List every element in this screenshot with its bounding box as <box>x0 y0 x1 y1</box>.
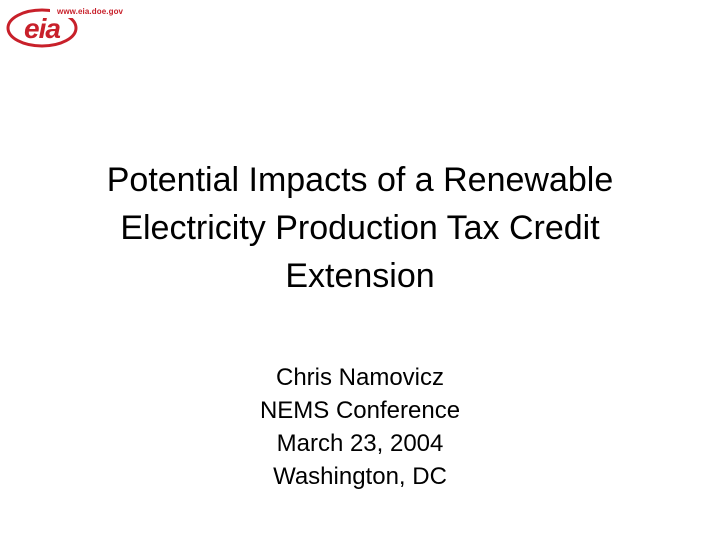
title-line-3: Extension <box>285 257 435 295</box>
slide-title: Potential Impacts of a Renewable Electri… <box>30 156 690 300</box>
eia-wordmark: eia <box>24 13 60 44</box>
logo-url: www.eia.doe.gov <box>57 7 124 16</box>
slide-subtitle: Chris Namovicz NEMS Conference March 23,… <box>160 361 560 493</box>
title-line-2: Electricity Production Tax Credit <box>120 209 600 247</box>
eia-logo: eia www.eia.doe.gov <box>6 4 123 50</box>
eia-logo-icon: eia <box>6 6 86 48</box>
presenter-name: Chris Namovicz <box>275 364 445 391</box>
event-name: NEMS Conference <box>259 397 461 424</box>
presentation-location: Washington, DC <box>273 463 447 490</box>
presentation-date: March 23, 2004 <box>276 430 444 457</box>
title-line-1: Potential Impacts of a Renewable <box>106 161 614 199</box>
